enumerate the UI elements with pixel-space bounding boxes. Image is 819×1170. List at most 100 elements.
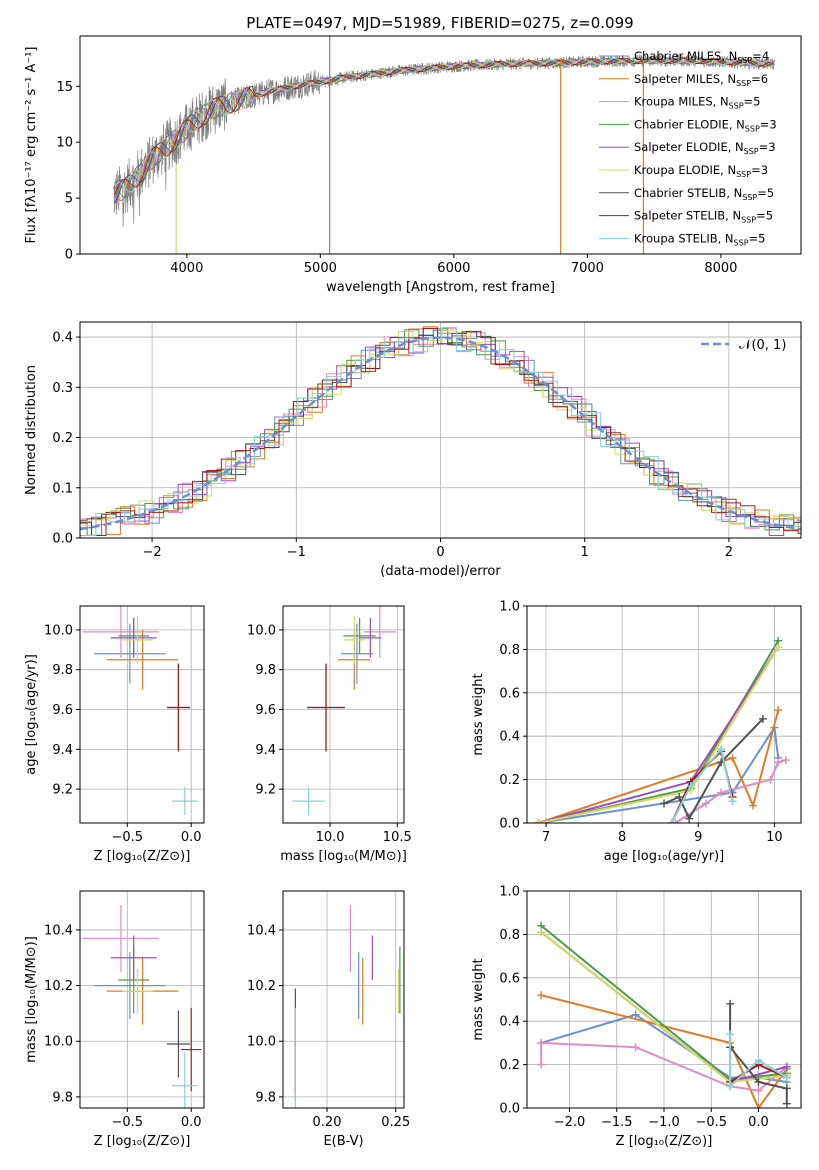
legend-label: Salpeter STELIB, NSSP=5 xyxy=(634,209,773,225)
legend-label: Kroupa ELODIE, NSSP=3 xyxy=(634,163,768,179)
y-tick-label: 5 xyxy=(65,192,73,207)
x-tick-label: −1.5 xyxy=(601,1115,633,1130)
plot-frame xyxy=(282,605,405,824)
y-tick-label: 10.2 xyxy=(44,979,73,994)
y-tick-label: 10.2 xyxy=(247,979,276,994)
mass-weight-series-line xyxy=(729,1034,788,1089)
plot-frame xyxy=(79,890,205,1109)
mass-weight-series-line xyxy=(670,746,734,823)
x-tick-label: 0.20 xyxy=(313,1115,342,1130)
x-axis-label: Z [log₁₀(Z/Z⊙)] xyxy=(94,1134,191,1149)
legend-label: Chabrier ELODIE, NSSP=3 xyxy=(634,117,777,133)
mass-weight-marker xyxy=(726,999,735,1008)
x-axis-label: age [log₁₀(age/yr)] xyxy=(604,849,725,864)
residuals-panel: −2 −1 0 1 2 0.0 0.1 0.2 0.3 0.4 (data-model)/error… xyxy=(24,321,802,579)
legend-label: Kroupa STELIB, NSSP=5 xyxy=(634,231,765,247)
y-axis-label: Flux [fλ10⁻¹⁷ erg cm⁻² s⁻¹ A⁻¹] xyxy=(24,47,39,244)
y-tick-label: 9.8 xyxy=(52,663,73,678)
x-tick-label: 8000 xyxy=(704,261,737,276)
x-tick-label: 1 xyxy=(581,545,589,560)
mass-weight-marker xyxy=(537,1038,546,1047)
x-tick-label: 5000 xyxy=(304,261,337,276)
mass-weight-marker xyxy=(717,788,726,797)
mass-weight-marker xyxy=(774,643,783,652)
y-axis-label: mass weight xyxy=(471,673,486,755)
legend-label: Chabrier STELIB, NSSP=5 xyxy=(634,186,774,202)
mass-weight-marker xyxy=(754,1104,763,1108)
y-tick-label: 0.8 xyxy=(499,643,520,658)
y-tick-label: 9.8 xyxy=(255,663,276,678)
y-tick-label: 10.4 xyxy=(44,923,73,938)
y-tick-label: 0.6 xyxy=(499,971,520,986)
legend-label: Salpeter ELODIE, NSSP=3 xyxy=(634,140,776,156)
y-tick-label: 0.0 xyxy=(499,817,520,832)
x-axis-label: E(B-V) xyxy=(323,1134,363,1149)
mass-weight-marker xyxy=(754,1086,763,1095)
y-tick-label: 10.0 xyxy=(247,623,276,638)
mass-weight-marker xyxy=(774,758,783,767)
y-tick-label: 0.2 xyxy=(499,773,520,788)
mass-weight-marker xyxy=(782,1084,791,1093)
y-tick-label: 0 xyxy=(65,248,73,263)
y-tick-label: 0.6 xyxy=(499,686,520,701)
mass-weight-marker xyxy=(537,991,546,1000)
y-tick-label: 0.4 xyxy=(499,730,520,745)
age-vs-Z-panel: −0.5 0.0 9.2 9.4 9.6 9.8 10.0 Z [log₁₀(Z/Z⊙)] ag… xyxy=(24,605,205,864)
mass-weight-marker xyxy=(534,819,543,823)
mass-weight-marker xyxy=(537,1060,546,1069)
mass-weight-marker xyxy=(754,1056,763,1065)
mass-weight-marker xyxy=(754,1077,763,1086)
x-tick-label: 10.0 xyxy=(316,830,345,845)
x-tick-label: −0.5 xyxy=(112,830,144,845)
x-tick-label: 6000 xyxy=(437,261,470,276)
y-tick-label: 9.8 xyxy=(52,1090,73,1105)
mass-vs-ebv-plot-area xyxy=(294,904,401,1108)
y-axis-label: age [log₁₀(age/yr)] xyxy=(24,654,39,775)
model-spectrum-line xyxy=(114,57,774,204)
mass-weight-marker xyxy=(781,756,790,765)
mass-weight-marker xyxy=(726,1082,735,1091)
y-tick-label: 9.4 xyxy=(52,743,73,758)
residual-histogram-step xyxy=(80,331,801,527)
legend-label: Salpeter MILES, NSSP=6 xyxy=(634,72,768,88)
mass-weight-marker xyxy=(701,799,710,808)
y-tick-label: 0.2 xyxy=(499,1058,520,1073)
mass-weight-series-line xyxy=(538,724,780,823)
x-tick-label: −1.0 xyxy=(648,1115,680,1130)
y-tick-label: 10.0 xyxy=(247,1035,276,1050)
mass-weight-series-line xyxy=(540,994,788,1108)
mass-weight-series-line xyxy=(538,709,780,823)
residuals-plot-area xyxy=(80,326,801,536)
model-spectrum-line xyxy=(114,57,774,193)
x-tick-label: 4000 xyxy=(170,261,203,276)
mass-weight-marker xyxy=(766,775,775,784)
weight-vs-Z-panel: −2.0 −1.5 −1.0 −0.5 0.0 0.0 0.2 0.4 0.6 0.8 1.0 Z [… xyxy=(471,885,802,1149)
y-axis-label: Normed distribution xyxy=(24,365,39,495)
y-tick-label: 0.4 xyxy=(499,1015,520,1030)
mass-vs-ebv-panel: 0.20 0.25 9.8 10.0 10.2 10.4 E(B-V) xyxy=(247,890,410,1149)
plot-frame xyxy=(79,35,802,255)
x-tick-label: −2.0 xyxy=(554,1115,586,1130)
x-axis-label: mass [log₁₀(M/M⊙)] xyxy=(280,849,407,864)
x-tick-label: 0.0 xyxy=(748,1115,769,1130)
plot-frame xyxy=(282,890,405,1109)
x-tick-label: 0.0 xyxy=(181,1115,202,1130)
y-tick-label: 9.4 xyxy=(255,743,276,758)
mass-weight-marker xyxy=(671,819,680,823)
mass-vs-Z-plot-area xyxy=(82,904,202,1108)
mass-weight-marker xyxy=(685,814,694,823)
figure-title: PLATE=0497, MJD=51989, FIBERID=0275, z=0… xyxy=(246,14,633,32)
mass-weight-marker xyxy=(537,928,546,937)
mass-weight-marker xyxy=(631,1043,640,1052)
x-tick-label: 10 xyxy=(766,830,783,845)
mass-weight-marker xyxy=(686,782,695,791)
x-tick-label: −1 xyxy=(287,545,306,560)
x-tick-label: −0.5 xyxy=(695,1115,727,1130)
mass-weight-marker xyxy=(749,801,758,810)
y-tick-label: 9.6 xyxy=(255,703,276,718)
y-tick-label: 0.1 xyxy=(52,481,73,496)
y-tick-label: 9.6 xyxy=(52,703,73,718)
model-spectrum-line xyxy=(114,57,774,202)
